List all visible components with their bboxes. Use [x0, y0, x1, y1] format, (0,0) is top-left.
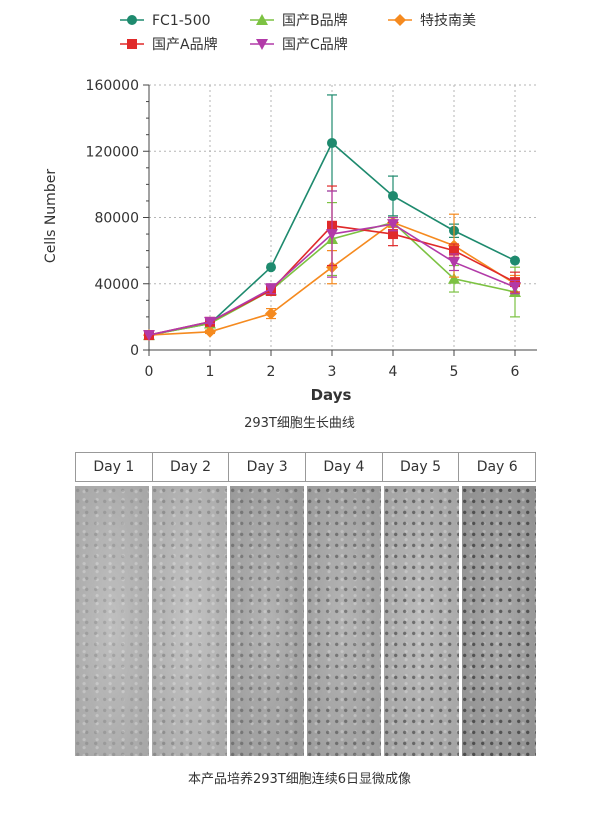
- data-point: [388, 190, 398, 201]
- legend-marker: [394, 14, 406, 26]
- micrograph-day-3: [229, 486, 304, 756]
- y-tick-label: 120000: [86, 144, 139, 160]
- x-tick-label: 1: [206, 364, 215, 380]
- series-国产C品牌: [143, 190, 521, 342]
- y-tick-label: 40000: [94, 277, 139, 293]
- data-point: [143, 330, 155, 342]
- day-label: Day 4: [306, 453, 383, 481]
- y-tick-label: 160000: [86, 78, 139, 94]
- legend-label: 国产B品牌: [282, 12, 348, 29]
- data-point: [388, 229, 398, 240]
- day-label: Day 5: [383, 453, 460, 481]
- legend-item: 国产B品牌: [250, 12, 348, 29]
- data-point: [265, 283, 277, 295]
- x-tick-label: 6: [511, 364, 520, 380]
- x-tick-label: 4: [389, 364, 398, 380]
- legend-label: 国产C品牌: [282, 36, 348, 53]
- data-point: [327, 137, 337, 148]
- legend-label: 国产A品牌: [152, 36, 218, 53]
- data-point: [326, 229, 338, 241]
- y-axis-label: Cells Number: [43, 169, 59, 263]
- micrograph-day-5: [384, 486, 459, 756]
- day-label: Day 2: [153, 453, 230, 481]
- legend-marker: [127, 15, 137, 25]
- chart-series: [143, 94, 521, 342]
- data-point: [509, 282, 521, 294]
- x-tick-label: 2: [267, 364, 276, 380]
- micrograph-day-4: [306, 486, 382, 756]
- legend-label: 特技南美: [420, 13, 476, 29]
- chart-axes: 0 40000 80000 120000 160000 0 1 2 3 4 5 6: [86, 78, 537, 380]
- day-label: Day 3: [229, 453, 307, 481]
- x-tick-label: 5: [450, 364, 459, 380]
- growth-curve-chart: 0 40000 80000 120000 160000 0 1 2 3 4 5 6 FC1-500 国产…: [43, 12, 537, 404]
- data-point: [204, 316, 216, 328]
- data-point: [448, 257, 460, 269]
- x-tick-label: 0: [145, 364, 154, 380]
- data-point: [265, 307, 277, 320]
- data-point: [449, 245, 459, 256]
- chart-title: 293T细胞生长曲线: [244, 416, 355, 431]
- y-tick-label: 0: [130, 343, 139, 359]
- day-label: Day 6: [476, 459, 518, 475]
- data-point: [448, 272, 460, 284]
- x-tick-label: 3: [328, 364, 337, 380]
- legend-marker: [256, 14, 268, 25]
- day-labels-header: Day 1 Day 2 Day 3 Day 4 Day 5 Day 6: [75, 452, 536, 482]
- y-tick-label: 80000: [94, 211, 139, 227]
- day-label: Day 1: [76, 453, 153, 481]
- legend-item: FC1-500: [120, 13, 211, 29]
- micrograph-day-2: [152, 486, 227, 756]
- micrograph-strip: [75, 486, 536, 756]
- micrograph-day-1: [75, 486, 150, 756]
- chart-grid: [149, 84, 537, 350]
- legend-item: 国产C品牌: [250, 36, 348, 53]
- legend-item: 特技南美: [388, 13, 476, 29]
- micrograph-day-6: [461, 486, 536, 756]
- data-point: [387, 219, 399, 231]
- legend-marker: [256, 39, 268, 50]
- data-point: [266, 262, 276, 273]
- x-axis-label: Days: [311, 386, 352, 404]
- legend-item: 国产A品牌: [120, 36, 218, 53]
- micrograph-caption: 本产品培养293T细胞连续6日显微成像: [187, 772, 412, 787]
- data-point: [204, 325, 216, 338]
- legend-label: FC1-500: [152, 13, 211, 29]
- data-point: [510, 255, 520, 266]
- legend-marker: [127, 39, 137, 49]
